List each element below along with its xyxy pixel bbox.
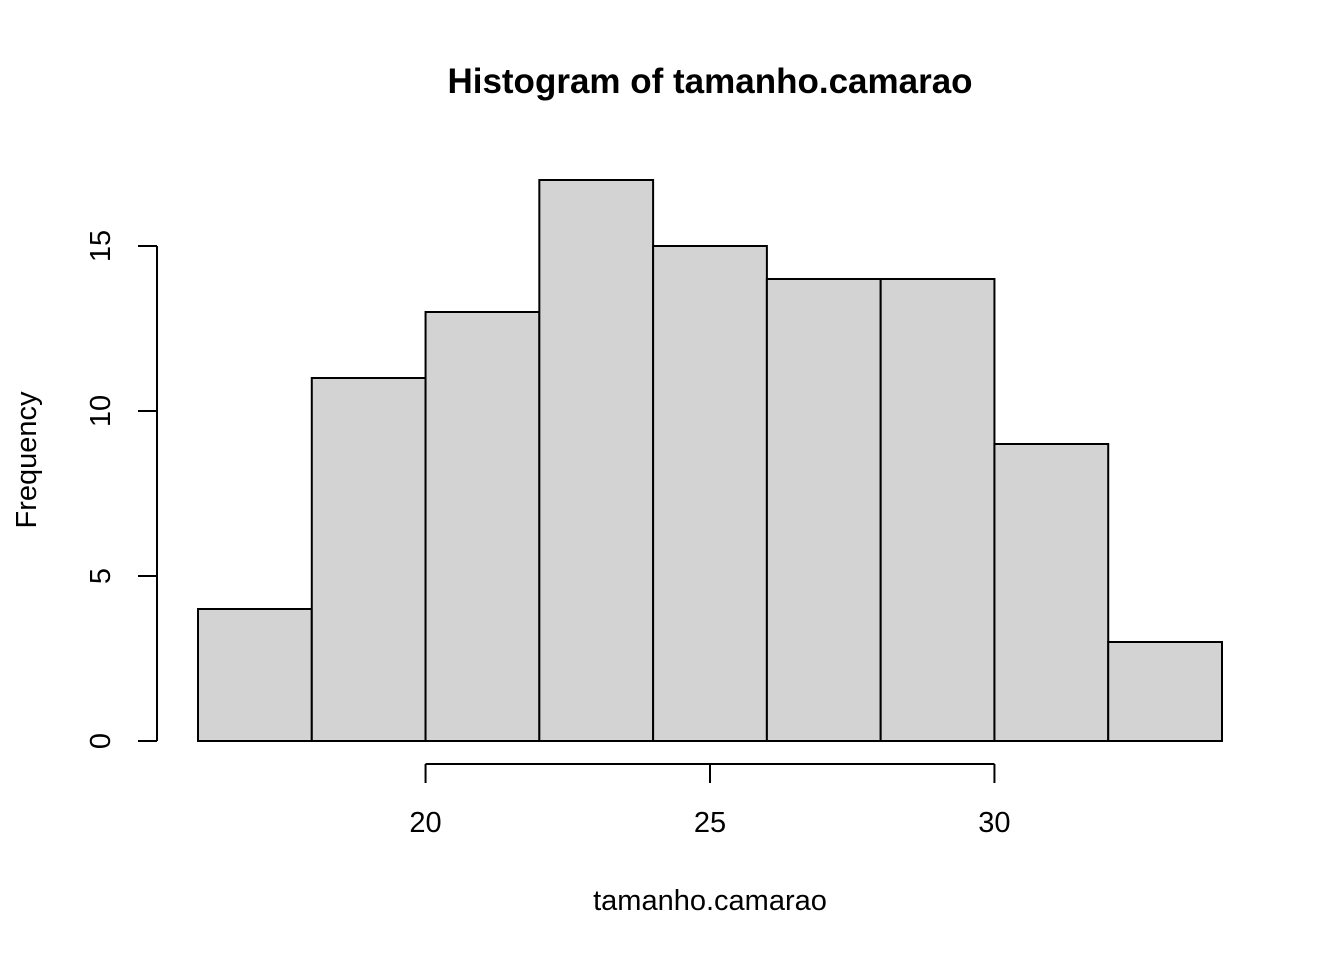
x-tick-label-1: 25 (694, 807, 726, 839)
x-axis: 20 25 30 (409, 763, 1011, 839)
histogram-bar-1 (310, 377, 427, 742)
x-tick-label-0: 20 (409, 807, 441, 839)
x-tick-label-2: 30 (978, 807, 1010, 839)
x-axis-label: tamanho.camarao (593, 885, 827, 917)
y-tick-label-2: 10 (85, 395, 117, 427)
y-axis: 0 5 10 15 (85, 230, 158, 749)
chart-title: Histogram of tamanho.camarao (447, 62, 972, 101)
y-tick-label-3: 15 (85, 230, 117, 262)
histogram-bar-6 (879, 278, 996, 742)
y-tick-label-1: 5 (85, 568, 117, 584)
histogram-bar-5 (765, 278, 882, 742)
histogram-bar-7 (993, 443, 1110, 742)
histogram-bar-8 (1107, 641, 1223, 742)
histogram-bar-2 (424, 311, 541, 742)
histogram-bar-0 (197, 608, 313, 742)
bars-group (197, 179, 1223, 742)
histogram-bar-3 (538, 179, 655, 742)
histogram-bar-4 (652, 245, 768, 742)
y-axis-label: Frequency (11, 391, 43, 529)
y-tick-label-0: 0 (85, 733, 117, 749)
